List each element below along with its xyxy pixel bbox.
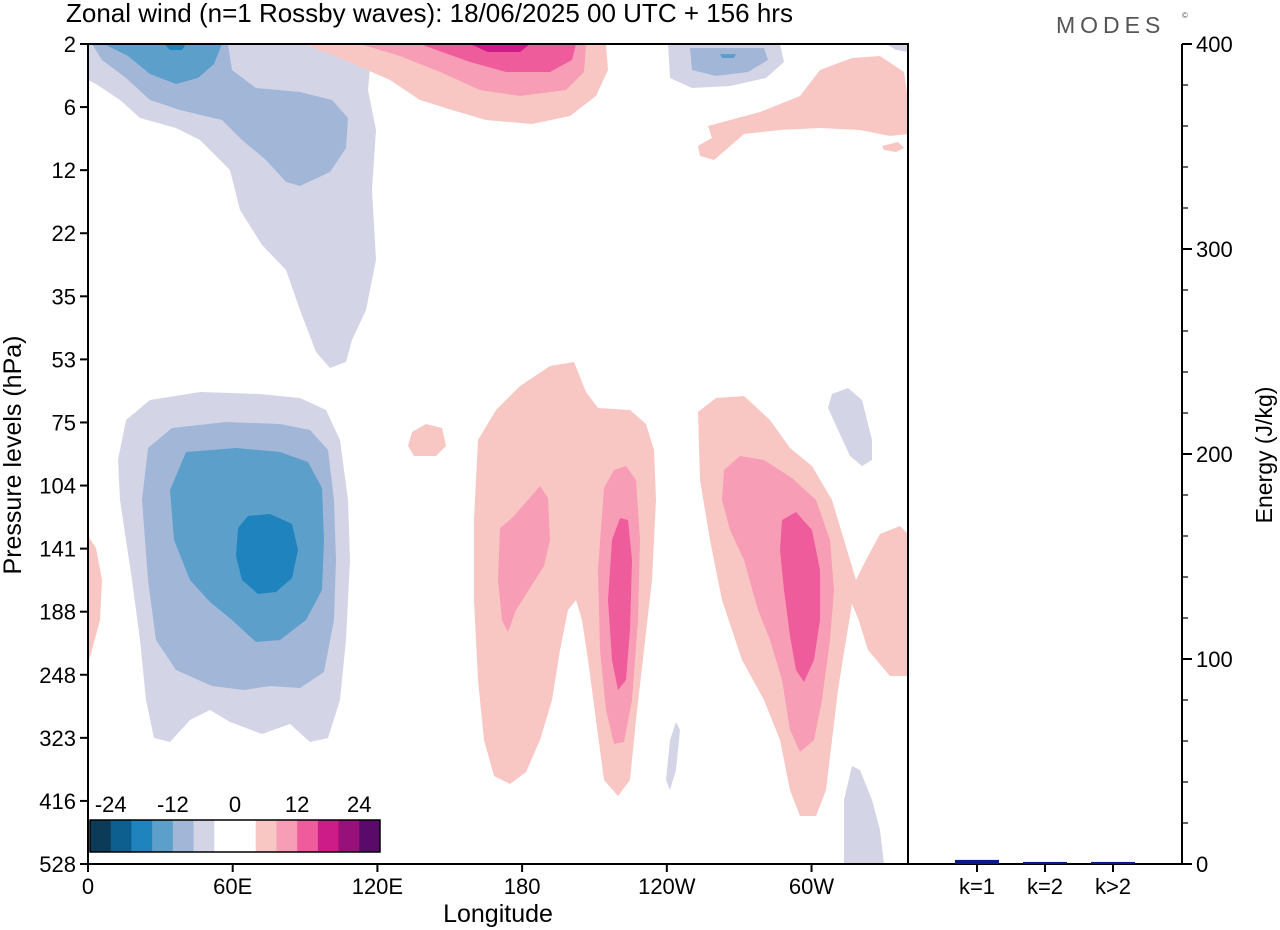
contour-neg-topright-core (720, 54, 736, 58)
energy-axis-title: Energy (J/kg) (1251, 387, 1277, 524)
contour-pos-leftedge (88, 536, 102, 664)
contour-pos-dateline-mid-a (498, 486, 550, 632)
colorbar-swatch (131, 820, 153, 852)
contour-field (88, 44, 908, 864)
energy-axis: 0 100 200 300 400 (1182, 32, 1233, 877)
y-tick-label: 323 (39, 726, 76, 751)
energy-tick-label: 100 (1196, 647, 1233, 672)
colorbar-label: 0 (229, 792, 241, 817)
contour-neg-lower-core (236, 514, 298, 594)
contour-pos-rightupper-dot (882, 142, 904, 152)
pressure-axis: 2 6 12 22 35 53 75 104 141 188 248 323 416 528 (39, 32, 88, 877)
energy-bars: k=1 k=2 k>2 (955, 859, 1135, 899)
contour-neg-topright-small (886, 44, 908, 52)
colorbar-label: 24 (347, 792, 371, 817)
colorbar-swatch (214, 820, 236, 852)
energy-category-label: k>2 (1095, 874, 1131, 899)
colorbar-swatch (317, 820, 339, 852)
colorbar-frame (89, 819, 381, 853)
contour-neg-topright-mid (690, 48, 768, 76)
contour-neg-upper-dark (104, 44, 222, 84)
brand-logo: MODES (1056, 12, 1165, 38)
colorbar-label: 12 (285, 792, 309, 817)
y-tick-label: 248 (39, 663, 76, 688)
colorbar-swatch (276, 820, 298, 852)
colorbar-swatch (235, 820, 257, 852)
y-tick-label: 528 (39, 852, 76, 877)
colorbar-swatch (172, 820, 194, 852)
energy-tick-label: 300 (1196, 237, 1233, 262)
y-tick-label: 104 (39, 474, 76, 499)
y-tick-label: 416 (39, 789, 76, 814)
colorbar-swatch (90, 820, 112, 852)
contour-neg-right-c (844, 766, 884, 864)
x-tick-label: 180 (504, 874, 541, 899)
y-tick-label: 22 (52, 221, 76, 246)
x-tick-label: 60E (213, 874, 252, 899)
contour-neg-right-a (828, 388, 872, 466)
energy-category-label: k=1 (959, 874, 995, 899)
colorbar (89, 819, 381, 853)
contour-pos-top-core (470, 44, 530, 52)
colorbar-swatch (152, 820, 174, 852)
colorbar-labels: -24 -12 0 12 24 (95, 792, 372, 817)
contour-pos-smallblob (408, 424, 446, 456)
x-tick-label: 60W (789, 874, 834, 899)
colorbar-swatch (110, 820, 132, 852)
chart-title: Zonal wind (n=1 Rossby waves): 18/06/202… (66, 0, 793, 28)
contour-pos-dateline-dark (608, 518, 632, 690)
contour-neg-right-b (666, 722, 680, 790)
contour-neg-upper-mid (92, 44, 348, 186)
colorbar-label: -24 (95, 792, 127, 817)
energy-bar (1023, 861, 1067, 864)
contour-pos-top-dark (420, 44, 576, 72)
colorbar-swatch (359, 820, 381, 852)
y-axis-title: Pressure levels (hPa) (0, 336, 27, 575)
energy-category-label: k=2 (1027, 874, 1063, 899)
main-plot-frame (87, 43, 909, 865)
y-tick-label: 53 (52, 347, 76, 372)
longitude-axis: 0 60E 120E 180 120W 60W (82, 864, 834, 899)
x-tick-label: 0 (82, 874, 94, 899)
y-tick-label: 188 (39, 600, 76, 625)
colorbar-label: -12 (157, 792, 189, 817)
colorbar-swatch (338, 820, 360, 852)
y-tick-label: 75 (52, 410, 76, 435)
y-tick-label: 141 (39, 537, 76, 562)
energy-tick-label: 400 (1196, 32, 1233, 57)
contour-neg-upper-core (164, 44, 186, 50)
contour-pos-west-dark (780, 512, 820, 682)
y-tick-label: 6 (64, 95, 76, 120)
y-tick-label: 12 (52, 158, 76, 183)
colorbar-swatch (297, 820, 319, 852)
energy-tick-label: 200 (1196, 442, 1233, 467)
colorbar-swatch (193, 820, 215, 852)
x-axis-title: Longitude (443, 900, 553, 928)
x-tick-label: 120W (638, 874, 696, 899)
y-tick-label: 35 (52, 284, 76, 309)
contour-pos-rightupper (698, 56, 908, 160)
y-tick-label: 2 (64, 32, 76, 57)
energy-bar (1091, 861, 1135, 864)
colorbar-swatch (255, 820, 277, 852)
energy-bar (955, 859, 999, 864)
brand-mark: © (1182, 11, 1188, 20)
x-tick-label: 120E (352, 874, 403, 899)
energy-tick-label: 0 (1196, 852, 1208, 877)
